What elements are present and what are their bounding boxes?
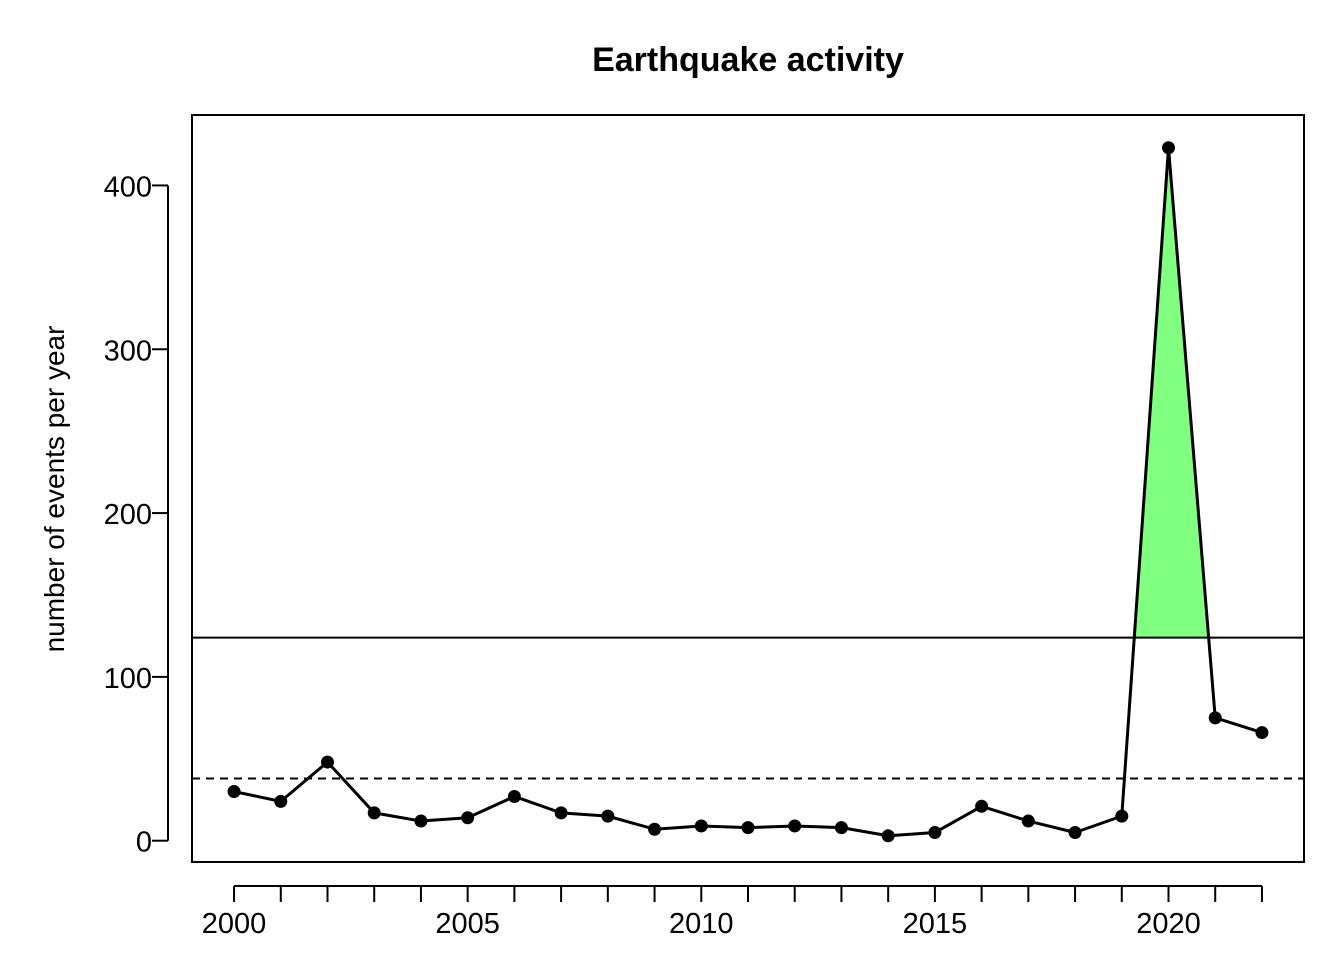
reference-lines bbox=[192, 636, 1304, 780]
data-point bbox=[1255, 726, 1269, 740]
data-point bbox=[601, 809, 615, 823]
data-point bbox=[834, 821, 848, 835]
data-series bbox=[233, 146, 1263, 838]
data-point bbox=[367, 806, 381, 820]
highlight-layer bbox=[1134, 147, 1209, 638]
y-tick-label: 300 bbox=[104, 335, 152, 367]
plot-frame bbox=[191, 114, 1305, 863]
y-axis-label: number of events per year bbox=[39, 326, 70, 653]
data-point bbox=[741, 821, 755, 835]
data-point bbox=[554, 806, 568, 820]
data-point bbox=[648, 822, 662, 836]
x-tick-label: 2005 bbox=[435, 908, 500, 940]
data-point bbox=[461, 811, 475, 825]
data-point bbox=[414, 814, 428, 828]
data-point bbox=[1115, 809, 1129, 823]
y-tick-label: 0 bbox=[136, 827, 152, 859]
series-line bbox=[233, 146, 1263, 838]
data-points bbox=[227, 141, 1269, 843]
data-point bbox=[1162, 141, 1176, 155]
x-tick-label: 2000 bbox=[202, 908, 267, 940]
y-tick-label: 100 bbox=[104, 663, 152, 695]
data-point bbox=[507, 789, 521, 803]
y-tick-label: 200 bbox=[104, 499, 152, 531]
data-point bbox=[694, 819, 708, 833]
x-tick-label: 2015 bbox=[903, 908, 968, 940]
y-axis: 0 100 200 300 400 bbox=[104, 171, 169, 859]
data-point bbox=[881, 829, 895, 843]
data-point bbox=[227, 785, 241, 799]
data-point bbox=[1021, 814, 1035, 828]
data-point bbox=[1068, 826, 1082, 840]
data-point bbox=[788, 819, 802, 833]
x-tick-label: 2020 bbox=[1136, 908, 1201, 940]
data-point bbox=[928, 826, 942, 840]
data-point bbox=[1208, 711, 1222, 725]
data-point bbox=[975, 799, 989, 813]
data-point bbox=[274, 794, 288, 808]
x-tick-label: 2010 bbox=[669, 908, 734, 940]
chart-title: Earthquake activity bbox=[592, 41, 904, 79]
x-axis: 2000 2005 2010 2015 2020 bbox=[202, 885, 1263, 940]
data-point bbox=[320, 755, 334, 769]
highlight-area bbox=[1134, 147, 1209, 638]
y-tick-label: 400 bbox=[104, 171, 152, 203]
